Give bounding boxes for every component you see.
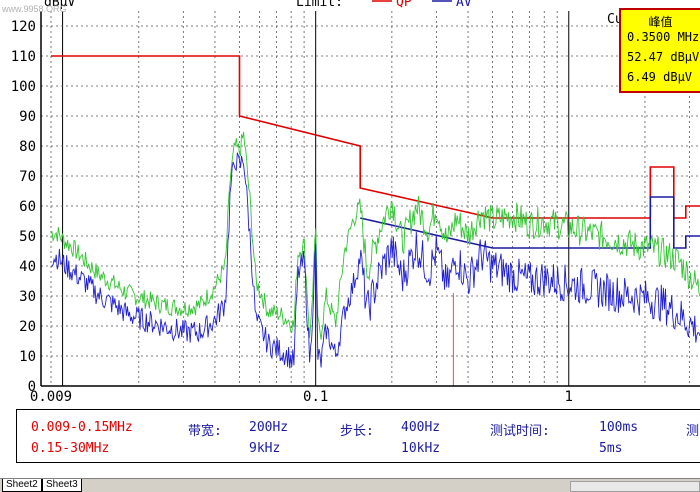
sheet-tab-bar: Sheet2 Sheet3 (0, 478, 700, 492)
grid (41, 11, 700, 386)
x-tick-label: 1 (565, 389, 573, 405)
x-tick-label: 0.009 (30, 389, 72, 405)
chart-marks (50, 55, 700, 386)
tick-labels: 0 10 20 30 40 50 60 70 80 90 100 110 120 0.009 0.1 1 (11, 19, 573, 405)
peak-delta: 6.49 dBμV (627, 70, 693, 84)
y-tick-label: 10 (19, 349, 36, 365)
av-limit-line (360, 196, 700, 249)
bandwidth-2: 9kHz (249, 441, 281, 456)
peak-readout-box[interactable]: 峰值 0.3500 MHz 52.47 dBμV 6.49 dBμV (619, 8, 700, 93)
step-1: 400Hz (401, 420, 441, 435)
watermark: www.9958.ORG (2, 4, 67, 14)
y-tick-label: 110 (11, 49, 36, 65)
y-tick-label: 20 (19, 319, 36, 335)
horizontal-scrollbar[interactable] (570, 481, 700, 492)
bandwidth-label: 带宽: (188, 424, 222, 439)
qp-legend-label: QP (396, 0, 412, 10)
truncated-label: 测 (686, 424, 700, 439)
step-label: 步长: (340, 424, 374, 439)
test-time-2: 5ms (599, 441, 623, 456)
av-legend-label: AV (456, 0, 472, 10)
y-tick-label: 80 (19, 139, 36, 155)
y-tick-label: 120 (11, 19, 36, 35)
range-2: 0.15-30MHz (31, 441, 110, 456)
y-tick-label: 0 (28, 379, 36, 395)
tab-sheet2[interactable]: Sheet2 (2, 479, 42, 492)
y-tick-label: 60 (19, 199, 36, 215)
bandwidth-1: 200Hz (249, 420, 289, 435)
tab-sheet3[interactable]: Sheet3 (42, 479, 82, 492)
x-tick-label: 0.1 (303, 389, 328, 405)
y-tick-label: 70 (19, 169, 36, 185)
y-tick-label: 100 (11, 79, 36, 95)
range-1: 0.009-0.15MHz (31, 420, 133, 435)
peak-trace (50, 131, 700, 340)
y-tick-label: 50 (19, 229, 36, 245)
y-tick-label: 90 (19, 109, 36, 125)
test-time-1: 100ms (599, 420, 639, 435)
step-2: 10kHz (401, 441, 441, 456)
y-tick-label: 40 (19, 259, 36, 275)
plot-area (41, 11, 700, 386)
y-tick-label: 30 (19, 289, 36, 305)
peak-level: 52.47 dBμV (627, 50, 700, 64)
limit-label: Limit: (296, 0, 343, 10)
emi-chart: 0 10 20 30 40 50 60 70 80 90 100 110 120 0.009 0.1 1 dB… (11, 0, 700, 405)
peak-title: 峰值 (648, 15, 673, 29)
y-axis-unit: dBμV (44, 0, 75, 10)
peak-frequency: 0.3500 MHz (627, 30, 700, 44)
cursor-label: Cu (607, 12, 623, 27)
average-trace (50, 152, 700, 369)
test-time-label: 测试时间: (490, 424, 550, 439)
measurement-settings-panel: 0.009-0.15MHz 0.15-30MHz 带宽: 200Hz 9kHz … (16, 409, 700, 463)
